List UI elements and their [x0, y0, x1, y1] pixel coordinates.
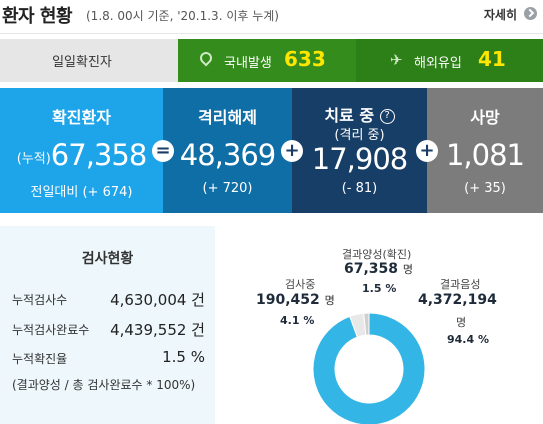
deaths-label: 사망 [470, 108, 500, 127]
treatment-value: 17,908 [311, 142, 408, 176]
test-row-value: 4,439,552 건 [110, 321, 205, 339]
equals-icon: = [152, 140, 174, 162]
test-rate-note: (결과양성 / 총 검사완료수 * 100%) [12, 378, 196, 392]
help-icon[interactable]: ? [379, 109, 395, 124]
overseas-cases-label: 해외유입 [414, 56, 462, 71]
page-header: 환자 현황 (1.8. 00시 기준, '20.1.3. 이후 누계) 자세히 [0, 0, 543, 34]
negative-pct: 94.4 % [447, 333, 489, 346]
testing-pct: 4.1 % [280, 314, 315, 327]
plus-icon: + [281, 140, 303, 162]
testing-value: 190,452 [256, 292, 320, 308]
positive-label: 결과양성(확진) [342, 248, 412, 261]
test-result-chart: 결과양성(확진) 67,358 명 1.5 % 검사중 190,452 명 4.… [222, 226, 543, 424]
local-cases-value: 633 [284, 47, 326, 71]
test-row-label: 누적검사수 [12, 293, 68, 307]
test-row-total: 누적검사수 4,630,004 건 [0, 289, 215, 309]
treatment-heading: 치료 중 ? [292, 102, 427, 126]
daily-label: 일일확진자 [0, 39, 178, 82]
chevron-right-icon[interactable] [524, 7, 537, 20]
confirmed-value: 67,358 [50, 138, 147, 172]
test-row-value: 4,630,004 건 [110, 291, 205, 309]
donut-chart [312, 312, 426, 424]
airplane-icon: ✈ [390, 51, 403, 69]
deaths-value: 1,081 [445, 138, 525, 172]
confirmed-label: 확진환자 [52, 108, 111, 127]
released-value: 48,369 [179, 138, 276, 172]
local-cases-cell: 국내발생 633 [178, 39, 356, 82]
stats-summary: 확진환자 (누적)67,358 전일대비 (+ 674) 격리해제 48,369… [0, 88, 543, 213]
positive-pct: 1.5 % [362, 282, 397, 295]
treatment-box: 치료 중 ? (격리 중) 17,908 (- 81) [292, 88, 427, 213]
test-status-panel: 검사현황 누적검사수 4,630,004 건 누적검사완료수 4,439,552… [0, 226, 215, 424]
page-subtitle: (1.8. 00시 기준, '20.1.3. 이후 누계) [86, 9, 279, 23]
daily-label-arrow [164, 39, 178, 81]
testing-value-line: 190,452 명 [256, 292, 335, 308]
released-box: 격리해제 48,369 (+ 720) [163, 88, 292, 213]
positive-unit: 명 [402, 263, 414, 276]
plus-icon: + [416, 140, 438, 162]
positive-value-line: 67,358 명 [344, 261, 413, 277]
released-label: 격리해제 [198, 108, 257, 127]
details-link[interactable]: 자세히 [483, 8, 517, 22]
test-row-label: 누적확진율 [12, 352, 68, 366]
negative-label: 결과음성 [440, 278, 481, 291]
treatment-delta: (- 81) [341, 181, 378, 196]
page-title: 환자 현황 [2, 6, 73, 27]
overseas-cases-cell: ✈ 해외유입 41 [356, 39, 543, 82]
test-row-rate: 누적확진율 1.5 % [0, 348, 215, 368]
test-status-title: 검사현황 [81, 251, 134, 267]
deaths-delta: (+ 35) [464, 181, 506, 196]
local-cases-label: 국내발생 [224, 56, 272, 71]
positive-value: 67,358 [344, 261, 399, 277]
released-delta: (+ 720) [202, 181, 253, 196]
deaths-box: 사망 1,081 (+ 35) [427, 88, 543, 213]
testing-label: 검사중 [285, 278, 316, 291]
testing-unit: 명 [324, 294, 335, 307]
treatment-sublabel: (격리 중) [334, 128, 385, 143]
overseas-cases-value: 41 [478, 47, 506, 71]
test-row-label: 누적검사완료수 [12, 323, 90, 337]
negative-unit: 명 [456, 316, 467, 329]
confirmed-box: 확진환자 (누적)67,358 전일대비 (+ 674) [0, 88, 163, 213]
confirmed-delta: 전일대비 (+ 674) [30, 185, 133, 200]
treatment-label: 치료 중 [324, 106, 375, 125]
map-pin-icon [197, 49, 215, 67]
donut-slice-negative [312, 312, 426, 424]
confirmed-prefix: (누적) [16, 151, 51, 167]
daily-confirmed-bar: 일일확진자 국내발생 633 ✈ 해외유입 41 [0, 39, 543, 82]
negative-value: 4,372,194 [418, 292, 497, 308]
test-row-completed: 누적검사완료수 4,439,552 건 [0, 319, 215, 339]
confirmed-value-line: (누적)67,358 [0, 138, 163, 172]
test-row-value: 1.5 % [162, 348, 205, 366]
